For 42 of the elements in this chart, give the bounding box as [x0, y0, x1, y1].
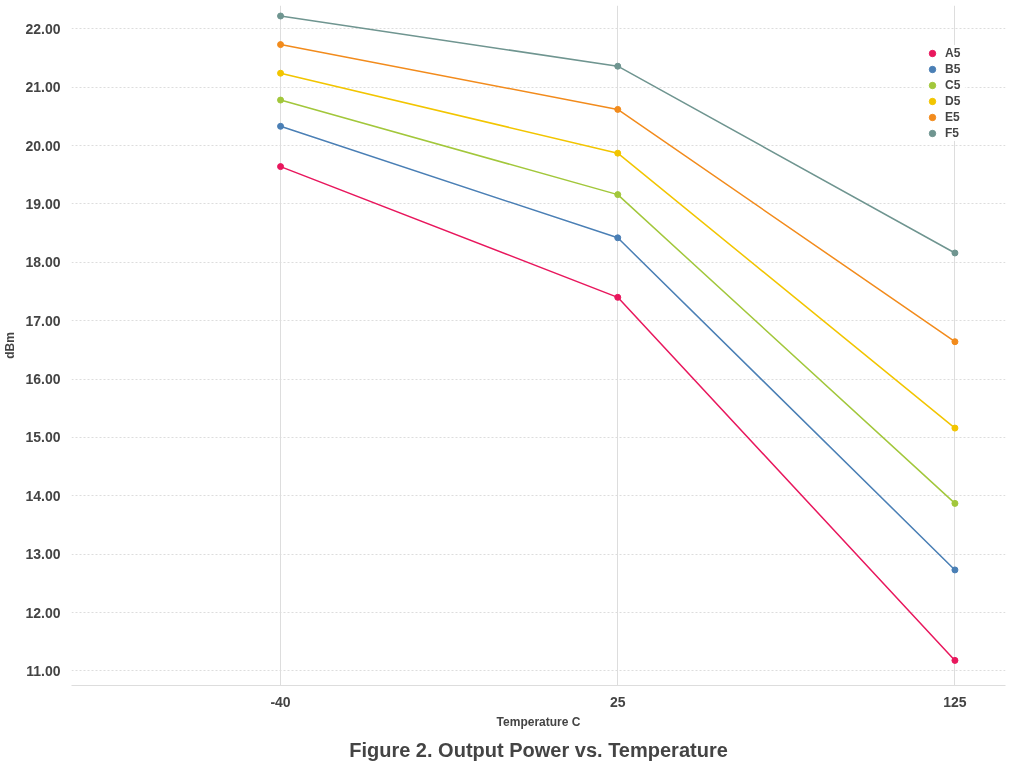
y-axis-title: dBm: [3, 332, 18, 359]
y-tick-label: 21.00: [25, 79, 61, 96]
point: [277, 122, 285, 130]
point: [277, 163, 285, 171]
point: [614, 293, 622, 301]
legend-label: C5: [945, 78, 962, 92]
legend-label: B5: [945, 62, 962, 76]
legend-label: E5: [945, 110, 961, 124]
point: [951, 424, 959, 432]
y-tick-label: 14.00: [25, 487, 61, 504]
y-tick-label: 12.00: [25, 604, 61, 621]
y-tick-label: 17.00: [25, 312, 61, 329]
point: [277, 96, 285, 104]
y-tick-label: 18.00: [25, 254, 61, 271]
x-tick-label: 25: [609, 693, 626, 710]
point: [614, 62, 622, 70]
point: [277, 69, 285, 77]
point: [951, 249, 959, 257]
point: [951, 499, 959, 507]
point: [951, 566, 959, 574]
point: [614, 105, 622, 113]
y-tick-label: 19.00: [25, 195, 61, 212]
point: [614, 191, 622, 199]
point: [951, 656, 959, 664]
legend-label: F5: [945, 126, 960, 140]
y-tick-label: 13.00: [25, 546, 61, 563]
y-tick-label: 22.00: [25, 20, 61, 37]
text: Figure 2. Output Power vs. Temperature: [349, 738, 728, 761]
point: [277, 12, 285, 20]
y-tick-label: 16.00: [25, 371, 61, 388]
point: [614, 149, 622, 157]
y-tick-label: 20.00: [25, 137, 61, 154]
x-tick-label: -40: [270, 693, 291, 710]
y-tick-label: 15.00: [25, 429, 61, 446]
x-axis-title: Temperature C: [496, 714, 581, 729]
legend-label: A5: [945, 46, 962, 60]
point: [951, 338, 959, 346]
point: [277, 41, 285, 49]
point: [614, 234, 622, 242]
x-tick-label: 125: [943, 693, 967, 710]
legend-label: D5: [945, 94, 962, 108]
y-tick-label: 11.00: [26, 662, 61, 679]
